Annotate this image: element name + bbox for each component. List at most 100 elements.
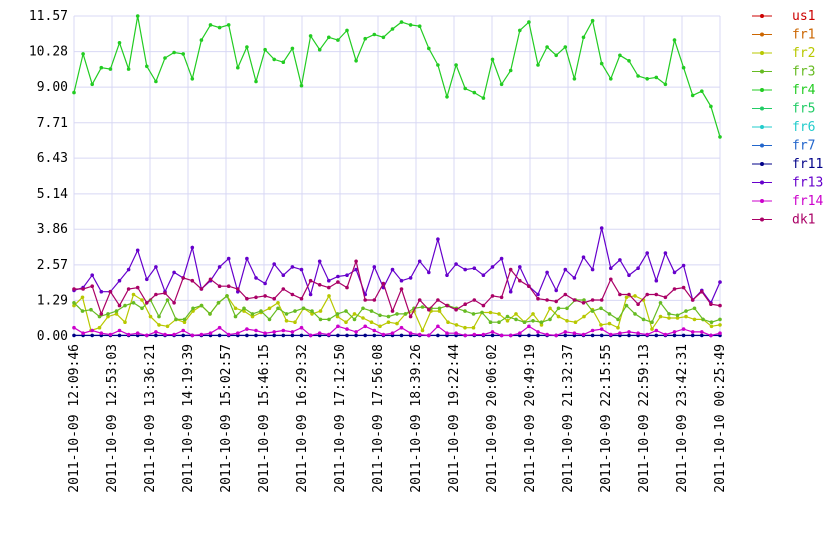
data-point-fr11 <box>336 333 340 338</box>
data-point-fr14 <box>226 332 231 337</box>
data-point-fr3 <box>72 301 76 305</box>
data-point-fr14 <box>618 331 622 336</box>
data-point-fr4 <box>545 45 549 49</box>
data-point-fr13 <box>499 256 504 261</box>
legend-swatch-marker <box>760 51 764 55</box>
data-point-fr2 <box>599 323 603 327</box>
data-point-fr2 <box>335 314 340 319</box>
x-tick-label: 2011-10-09 14:19:39 <box>181 344 196 493</box>
data-point-dk1 <box>390 309 395 313</box>
data-point-fr13 <box>481 273 486 278</box>
plot-area <box>72 14 722 338</box>
data-point-fr3 <box>658 301 663 305</box>
data-point-dk1 <box>327 285 331 290</box>
data-point-fr14 <box>181 328 185 333</box>
data-point-fr11 <box>372 333 377 338</box>
data-point-fr2 <box>72 303 76 308</box>
series-line-fr4 <box>73 15 721 138</box>
data-point-dk1 <box>572 298 577 302</box>
y-tick-label: 7.71 <box>37 116 68 131</box>
data-point-fr3 <box>386 314 391 319</box>
data-point-fr14 <box>399 325 404 330</box>
legend-item-fr5: fr5 <box>752 102 815 117</box>
x-tick-label: 2011-10-09 22:59:13 <box>637 344 652 493</box>
data-point-fr4 <box>363 36 368 41</box>
data-point-fr2 <box>514 312 518 316</box>
data-point-fr13 <box>654 278 659 283</box>
data-point-fr3 <box>259 309 263 313</box>
data-point-fr11 <box>299 333 304 338</box>
data-point-fr2 <box>463 325 467 330</box>
data-point-dk1 <box>718 303 722 308</box>
data-point-dk1 <box>245 296 249 301</box>
data-point-fr13 <box>627 273 631 278</box>
data-point-fr3 <box>548 317 552 322</box>
data-point-fr3 <box>607 312 612 316</box>
data-point-fr2 <box>395 321 399 326</box>
data-point-fr3 <box>199 303 204 308</box>
data-point-fr3 <box>267 317 272 322</box>
data-point-fr14 <box>236 331 240 336</box>
data-point-fr4 <box>308 34 313 38</box>
legend-item-fr3: fr3 <box>752 65 815 80</box>
data-point-dk1 <box>217 284 222 289</box>
legend-swatch-marker <box>760 106 764 111</box>
data-point-fr2 <box>667 316 671 320</box>
data-point-fr14 <box>627 330 631 334</box>
data-point-fr2 <box>318 309 323 313</box>
data-point-fr14 <box>681 327 686 331</box>
legend-item-dk1: dk1 <box>752 213 815 228</box>
data-point-fr3 <box>250 312 255 316</box>
x-tick-label: 2011-10-10 00:25:49 <box>713 344 728 493</box>
data-point-fr13 <box>572 276 577 280</box>
data-point-fr4 <box>390 27 395 31</box>
x-tick-label: 2011-10-09 16:29:32 <box>295 344 310 493</box>
data-point-fr2 <box>233 306 238 311</box>
data-point-fr13 <box>636 266 640 271</box>
data-point-fr4 <box>81 52 85 56</box>
data-point-fr14 <box>609 332 613 337</box>
legend-label: fr5 <box>792 102 815 117</box>
data-point-fr3 <box>242 306 246 311</box>
data-point-fr13 <box>563 267 568 272</box>
data-point-fr11 <box>90 333 94 338</box>
data-point-fr2 <box>497 312 501 316</box>
data-point-dk1 <box>581 301 586 305</box>
data-point-fr2 <box>709 324 714 329</box>
data-point-fr2 <box>182 320 187 325</box>
data-point-dk1 <box>618 292 622 297</box>
data-point-fr4 <box>117 41 122 45</box>
data-point-fr4 <box>163 56 167 60</box>
data-point-dk1 <box>481 303 486 308</box>
data-point-dk1 <box>408 314 413 319</box>
data-point-fr11 <box>654 333 659 338</box>
data-point-fr4 <box>618 53 622 58</box>
data-point-fr14 <box>408 331 413 336</box>
data-point-fr13 <box>263 281 267 286</box>
data-point-fr13 <box>99 289 104 294</box>
data-point-dk1 <box>72 287 76 291</box>
data-point-fr13 <box>90 273 94 278</box>
data-point-fr13 <box>508 289 513 294</box>
data-point-fr14 <box>281 328 286 333</box>
data-point-fr13 <box>590 267 595 272</box>
data-point-fr3 <box>641 317 646 322</box>
data-point-dk1 <box>654 292 659 297</box>
data-point-fr4 <box>718 135 722 139</box>
data-point-fr3 <box>684 309 688 313</box>
data-point-fr4 <box>336 38 340 42</box>
data-point-dk1 <box>336 280 340 284</box>
x-tick-label: 2011-10-09 19:22:44 <box>447 344 462 493</box>
data-point-fr2 <box>616 325 620 330</box>
data-point-dk1 <box>363 298 368 302</box>
data-point-fr11 <box>245 333 249 338</box>
data-point-dk1 <box>135 285 140 290</box>
data-point-fr14 <box>518 331 522 336</box>
data-point-fr14 <box>90 328 94 333</box>
data-point-fr14 <box>117 328 122 333</box>
grid-lines <box>73 15 721 337</box>
x-tick-label: 2011-10-09 21:32:37 <box>561 344 576 493</box>
data-point-fr4 <box>518 28 522 33</box>
data-point-fr3 <box>233 314 238 319</box>
